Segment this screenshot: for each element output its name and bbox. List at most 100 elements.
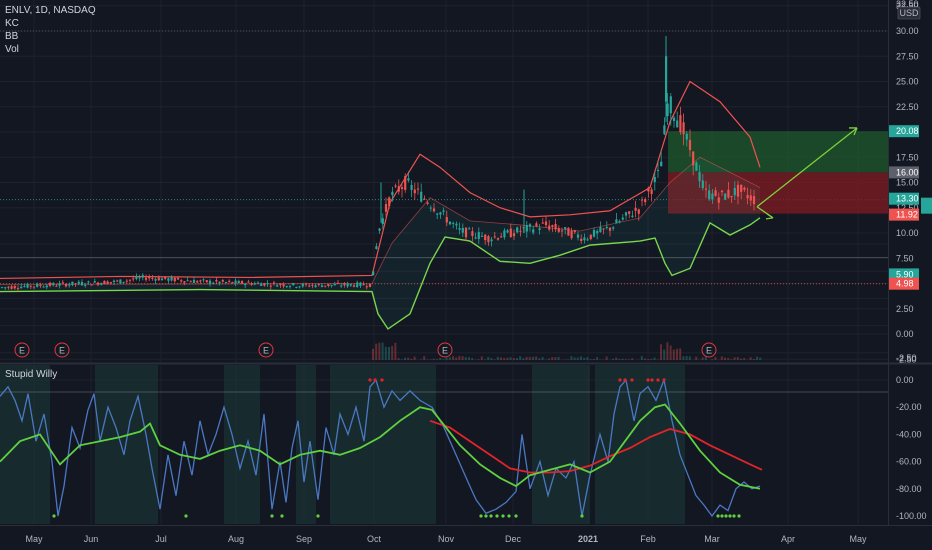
candle-body — [109, 282, 112, 284]
candle-body — [301, 284, 304, 287]
candle-body — [304, 283, 308, 285]
volume-bar — [496, 356, 499, 360]
candle-body — [458, 228, 461, 230]
volume-bar — [372, 348, 374, 360]
volume-bar — [676, 348, 678, 360]
candle-body — [740, 184, 743, 192]
price-tick-label: 2.50 — [896, 304, 914, 314]
indicator-bb[interactable]: BB — [5, 31, 19, 42]
candle-body — [349, 284, 352, 286]
overbought-dot — [380, 378, 384, 382]
candle-body — [250, 283, 253, 285]
volume-bar — [381, 342, 384, 360]
volume-bar — [727, 358, 730, 360]
price-tick-label: -2.50 — [896, 354, 917, 364]
time-tick-label: Nov — [438, 534, 455, 544]
time-tick-label: Sep — [296, 534, 312, 544]
volume-bar — [448, 357, 451, 360]
osc-tick-label: -100.00 — [896, 511, 927, 521]
osc-shade-zone — [330, 365, 436, 524]
candle-body — [128, 279, 132, 281]
volume-bar — [730, 359, 733, 360]
volume-bar — [628, 359, 630, 360]
stop-zone — [668, 172, 888, 214]
candle-body — [160, 278, 164, 281]
price-tick-label: 27.50 — [896, 51, 919, 61]
price-tick-label: 32.50 — [896, 0, 919, 9]
volume-bar — [749, 357, 752, 360]
price-badge-label: 13.30 — [896, 194, 919, 204]
candle-body — [544, 221, 548, 226]
candle-body — [237, 280, 240, 284]
oversold-dot — [514, 514, 518, 518]
oversold-dot — [52, 514, 56, 518]
oversold-dot — [316, 514, 320, 518]
price-tick-label: 12.50 — [896, 203, 919, 213]
candle-body — [436, 213, 439, 215]
volume-bar — [388, 347, 390, 360]
candle-body — [144, 277, 148, 280]
volume-bar — [445, 357, 448, 360]
candle-body — [452, 222, 455, 224]
indicator-title[interactable]: Stupid Willy — [5, 369, 58, 380]
candle-body — [535, 223, 538, 227]
candle-body — [10, 286, 13, 289]
candle-body — [183, 281, 186, 283]
candle-body — [509, 228, 512, 238]
symbol-title[interactable]: ENLV, 1D, NASDAQ — [5, 5, 96, 16]
candle-body — [20, 286, 23, 289]
candle-body — [397, 186, 400, 192]
candle-body — [96, 282, 100, 285]
indicator-kc[interactable]: KC — [5, 18, 19, 29]
volume-bar — [647, 359, 650, 360]
overbought-dot — [646, 378, 650, 382]
projection-arrow — [756, 127, 858, 208]
candle-body — [567, 227, 570, 236]
volume-bar — [756, 356, 758, 360]
volume-bar — [618, 358, 621, 360]
candle-body — [282, 284, 285, 287]
volume-bar — [413, 356, 416, 360]
candle-body — [592, 230, 596, 237]
arrow-head — [765, 213, 774, 220]
volume-bar — [378, 342, 381, 360]
candle-body — [228, 280, 231, 282]
volume-bar — [509, 357, 512, 360]
volume-bar — [736, 357, 739, 360]
candle-body — [164, 276, 167, 279]
candle-body — [650, 189, 653, 195]
volume-bar — [551, 357, 554, 360]
candle-body — [420, 191, 423, 202]
indicator-vol[interactable]: Vol — [5, 44, 19, 55]
candle-body — [570, 230, 573, 239]
candle-body — [16, 288, 20, 290]
osc-tick-label: 0.00 — [896, 375, 914, 385]
candle-body — [42, 286, 45, 288]
candle-body — [221, 279, 224, 282]
volume-bar — [653, 357, 656, 360]
candle-body — [176, 277, 180, 280]
candle-body — [256, 282, 260, 284]
candle-body — [391, 191, 394, 196]
candle-body — [746, 195, 749, 199]
candle-body — [87, 281, 90, 283]
candle-body — [151, 277, 154, 279]
candle-body — [346, 283, 349, 287]
volume-bar — [468, 357, 470, 360]
candle-body — [23, 286, 26, 288]
volume-bar — [701, 357, 704, 360]
earnings-marker-label: E — [706, 346, 712, 356]
candle-body — [695, 162, 698, 171]
candle-body — [26, 283, 29, 288]
candle-body — [61, 282, 64, 284]
candle-body — [141, 275, 144, 278]
candle-body — [676, 120, 679, 128]
time-tick-label: Feb — [640, 534, 656, 544]
volume-bar — [548, 358, 550, 360]
candle-body — [516, 227, 519, 233]
candle-body — [167, 278, 170, 281]
candle-body — [218, 281, 221, 284]
candle-body — [471, 231, 474, 237]
volume-bar — [532, 356, 534, 360]
volume-bar — [480, 356, 483, 360]
